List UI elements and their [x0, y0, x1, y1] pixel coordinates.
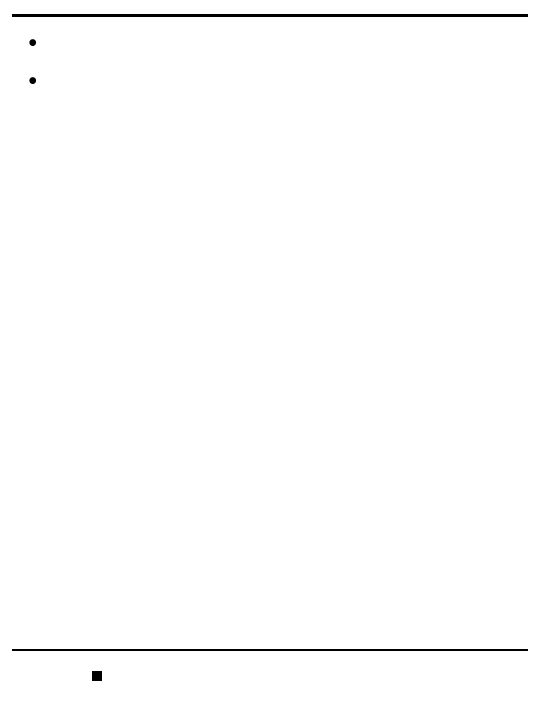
bullet-list: • • — [0, 31, 540, 93]
footer-rule — [12, 649, 528, 651]
list-item: • — [28, 31, 520, 55]
header-rule — [12, 14, 528, 17]
bullet-icon: • — [28, 31, 46, 55]
footer — [0, 649, 540, 720]
list-item: • — [28, 69, 520, 93]
footer-center — [132, 683, 388, 687]
alberta-logo-svg — [12, 661, 132, 703]
bim-logo — [388, 661, 528, 708]
bullet-text — [46, 31, 520, 55]
bim-logo-svg — [393, 661, 523, 701]
logo-accent-icon — [92, 671, 102, 681]
beam-diagram — [0, 107, 540, 190]
beam-svg — [40, 115, 500, 185]
tension-diagram — [0, 220, 540, 363]
bullet-text — [46, 69, 520, 93]
header — [0, 0, 540, 17]
alberta-logo — [12, 661, 132, 708]
bullet-icon: • — [28, 69, 46, 93]
tension-svg — [70, 228, 470, 358]
